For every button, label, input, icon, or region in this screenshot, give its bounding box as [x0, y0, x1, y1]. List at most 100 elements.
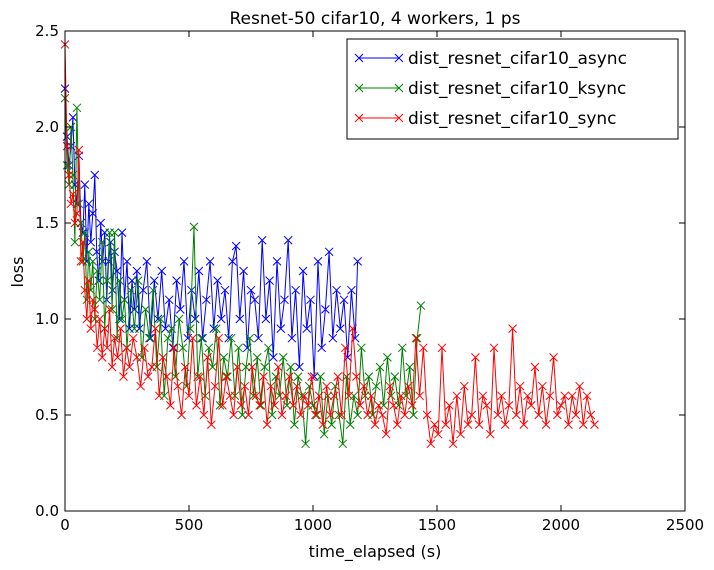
- data-point: [84, 276, 94, 285]
- data-point: [84, 247, 94, 257]
- data-point: [327, 420, 336, 429]
- x-tick-label: 500: [175, 516, 204, 534]
- data-point: [586, 410, 596, 420]
- data-point: [419, 343, 428, 353]
- data-point: [321, 305, 330, 314]
- data-point: [151, 324, 160, 333]
- data-point: [146, 333, 155, 343]
- data-point: [70, 237, 80, 247]
- data-point: [174, 314, 184, 324]
- data-point: [64, 170, 74, 180]
- data-point: [556, 401, 566, 410]
- legend-box: [346, 38, 679, 140]
- data-point: [298, 266, 308, 276]
- x-axis-label: time_elapsed (s): [309, 542, 442, 562]
- data-point: [260, 362, 269, 372]
- data-point: [228, 257, 237, 266]
- data-point: [353, 257, 362, 266]
- data-point: [202, 295, 211, 305]
- data-point: [257, 235, 267, 245]
- data-point: [128, 333, 138, 343]
- data-point: [82, 314, 92, 324]
- data-point: [306, 295, 315, 305]
- data-point: [198, 333, 207, 343]
- data-point: [64, 180, 74, 189]
- chart-title: Resnet-50 cifar10, 4 workers, 1 ps: [229, 9, 520, 29]
- data-point: [229, 410, 238, 420]
- data-point: [252, 353, 262, 362]
- data-point: [142, 257, 152, 266]
- data-point: [441, 420, 451, 429]
- data-point: [526, 401, 536, 410]
- data-point: [190, 314, 200, 324]
- data-point: [293, 372, 303, 381]
- data-point: [366, 391, 376, 401]
- data-point: [345, 420, 355, 429]
- data-point: [333, 372, 343, 381]
- data-point: [167, 324, 176, 333]
- data-point: [272, 257, 282, 266]
- data-point: [158, 353, 168, 362]
- data-point: [235, 314, 245, 324]
- data-point: [467, 410, 477, 420]
- data-point: [261, 314, 271, 324]
- data-point: [370, 420, 380, 429]
- data-point: [102, 343, 112, 353]
- plot-frame: [64, 30, 686, 512]
- legend-entry: dist_resnet_cifar10_sync: [354, 109, 617, 129]
- x-tick-label: 1000: [294, 516, 332, 534]
- data-point: [66, 141, 76, 151]
- data-point: [90, 305, 100, 314]
- data-point: [126, 285, 136, 295]
- data-point: [493, 410, 503, 420]
- data-point: [381, 429, 391, 439]
- data-point: [214, 333, 224, 343]
- data-point: [225, 391, 235, 401]
- data-point: [512, 410, 521, 420]
- data-point: [552, 410, 562, 420]
- data-point: [234, 343, 243, 353]
- data-point: [359, 381, 369, 391]
- data-point: [312, 410, 322, 420]
- data-point: [233, 362, 242, 372]
- data-point: [206, 420, 216, 429]
- data-point: [497, 391, 506, 401]
- data-point: [64, 161, 74, 170]
- data-point: [286, 362, 296, 372]
- data-point: [319, 429, 329, 439]
- data-point: [122, 343, 131, 353]
- y-axis-label: loss: [8, 257, 27, 288]
- data-point: [141, 305, 150, 314]
- data-point: [102, 276, 112, 285]
- data-point: [530, 362, 540, 372]
- data-point: [301, 439, 310, 449]
- data-point: [273, 362, 283, 372]
- data-point: [173, 381, 183, 391]
- data-point: [94, 276, 104, 285]
- data-point: [74, 145, 84, 155]
- data-point: [210, 381, 220, 391]
- data-point: [66, 199, 76, 209]
- legend: dist_resnet_cifar10_async dist_resnet_cif…: [346, 38, 679, 140]
- data-point: [112, 266, 122, 276]
- data-point: [415, 391, 424, 401]
- data-point: [314, 391, 324, 401]
- data-point: [357, 343, 366, 353]
- data-point: [130, 305, 139, 314]
- data-point: [332, 285, 341, 295]
- data-point: [169, 343, 179, 353]
- data-point: [136, 381, 145, 391]
- data-point: [175, 305, 185, 314]
- data-point: [392, 420, 402, 429]
- data-point: [78, 257, 88, 266]
- data-point: [303, 401, 313, 410]
- data-point: [148, 285, 158, 295]
- data-point: [318, 420, 328, 429]
- data-point: [411, 333, 421, 343]
- data-point: [564, 420, 573, 429]
- data-point: [412, 333, 422, 343]
- data-point: [471, 353, 480, 362]
- y-tick-label: 0.5: [35, 406, 59, 424]
- data-point: [76, 257, 86, 266]
